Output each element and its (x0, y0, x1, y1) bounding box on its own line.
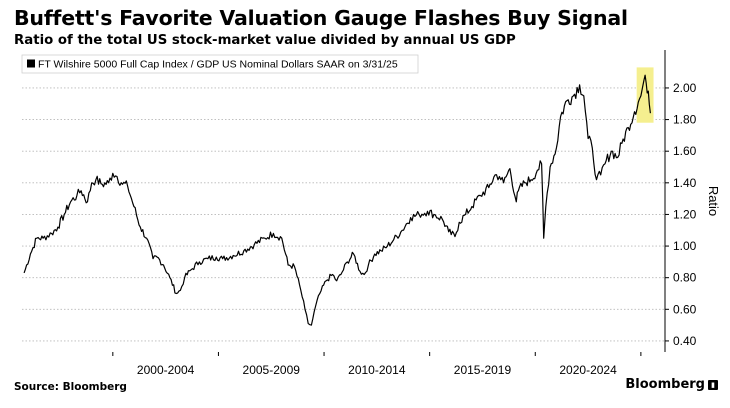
legend-label: FT Wilshire 5000 Full Cap Index / GDP US… (38, 59, 398, 71)
bloomberg-terminal-icon: ▮ (708, 379, 718, 390)
legend-swatch (27, 59, 35, 68)
y-tick-label: 0.40 (673, 334, 697, 348)
ratio-series-line (23, 74, 651, 326)
y-tick-label: 1.20 (673, 207, 697, 221)
brand-name: Bloomberg (625, 377, 705, 392)
y-tick-label: 2.00 (673, 81, 697, 95)
legend-box (21, 54, 419, 74)
y-tick-label: 1.00 (673, 239, 697, 253)
y-tick-label: 1.40 (673, 176, 697, 190)
source-note: Source: Bloomberg (14, 381, 127, 393)
y-tick-label: 0.80 (673, 271, 697, 285)
chart-subtitle: Ratio of the total US stock-market value… (14, 33, 516, 48)
x-tick-label: 2000-2004 (137, 363, 195, 377)
y-tick-label: 1.60 (673, 144, 697, 158)
x-tick-label: 2020-2024 (559, 363, 617, 377)
legend: FT Wilshire 5000 Full Cap Index / GDP US… (21, 54, 419, 74)
y-tick-label: 0.60 (673, 302, 697, 316)
chart-title: Buffett's Favorite Valuation Gauge Flash… (14, 6, 628, 30)
bloomberg-logo: Bloomberg ▮ (625, 377, 718, 392)
x-tick-label: 2005-2009 (243, 363, 301, 377)
y-tick-label: 1.80 (673, 113, 697, 127)
x-tick-label: 2015-2019 (454, 363, 512, 377)
y-axis-label: Ratio (706, 186, 721, 216)
x-tick-label: 2010-2014 (348, 363, 406, 377)
